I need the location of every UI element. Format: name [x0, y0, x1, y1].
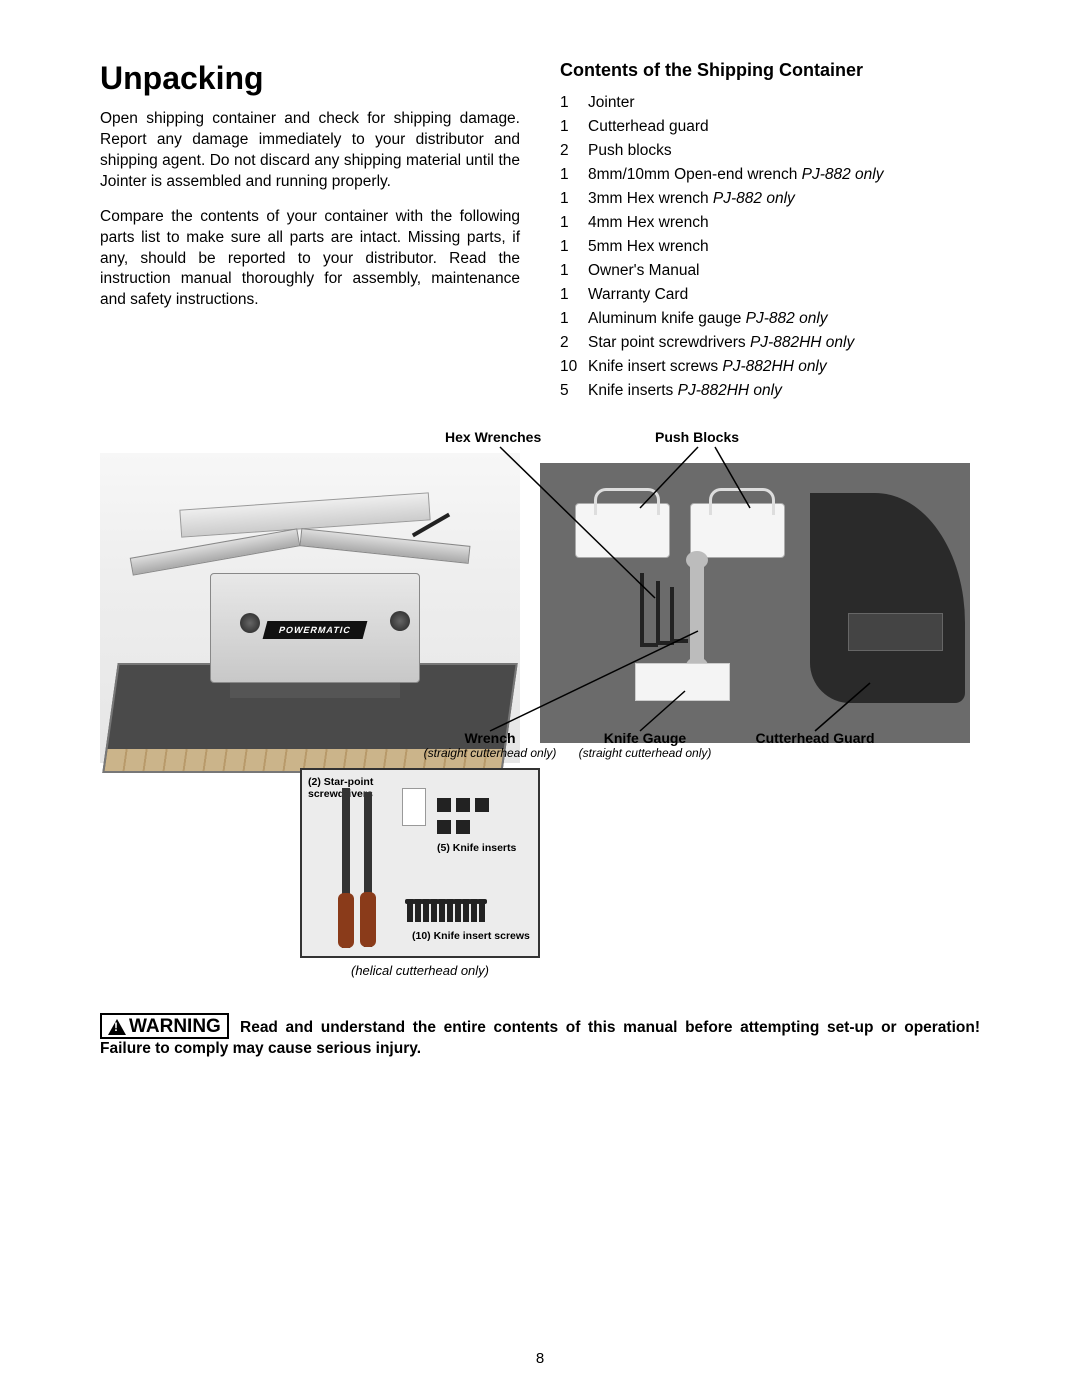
knife-insert-screws-icon: [407, 902, 517, 924]
label-push-blocks: Push Blocks: [655, 429, 739, 445]
hex-wrench-1-icon: [640, 573, 644, 643]
photo-helical: (2) Star-point screwdrivers (5) Knife in…: [300, 768, 540, 958]
parts-desc: 8mm/10mm Open-end wrench PJ-882 only: [588, 163, 884, 187]
parts-qty: 1: [560, 91, 588, 115]
parts-row: 18mm/10mm Open-end wrench PJ-882 only: [560, 163, 980, 187]
parts-desc: Warranty Card: [588, 283, 688, 307]
knife-gauge-icon: [635, 663, 730, 701]
parts-row: 5Knife inserts PJ-882HH only: [560, 379, 980, 403]
insert-box-icon: [402, 788, 426, 826]
parts-desc: Owner's Manual: [588, 259, 700, 283]
label-knife-gauge: Knife Gauge (straight cutterhead only): [570, 730, 720, 760]
parts-row: 10Knife insert screws PJ-882HH only: [560, 355, 980, 379]
open-end-wrench-icon: [690, 559, 704, 667]
parts-qty: 1: [560, 211, 588, 235]
page-title: Unpacking: [100, 60, 520, 97]
parts-desc: 3mm Hex wrench PJ-882 only: [588, 187, 795, 211]
parts-desc: Cutterhead guard: [588, 115, 709, 139]
screwdriver-2-icon: [364, 792, 372, 947]
parts-row: 2Push blocks: [560, 139, 980, 163]
intro-para-1: Open shipping container and check for sh…: [100, 109, 520, 193]
label-hex-wrenches: Hex Wrenches: [445, 429, 541, 445]
label-wrench: Wrench (straight cutterhead only): [420, 730, 560, 760]
parts-row: 1Warranty Card: [560, 283, 980, 307]
parts-qty: 1: [560, 235, 588, 259]
knife-insert-1: [437, 798, 451, 812]
contents-heading: Contents of the Shipping Container: [560, 60, 980, 81]
parts-desc: Jointer: [588, 91, 635, 115]
parts-list: 1Jointer1Cutterhead guard2Push blocks18m…: [560, 91, 980, 403]
parts-row: 1Cutterhead guard: [560, 115, 980, 139]
parts-row: 13mm Hex wrench PJ-882 only: [560, 187, 980, 211]
label-wrench-sub: (straight cutterhead only): [420, 746, 560, 760]
parts-qty: 1: [560, 115, 588, 139]
label-knife-gauge-text: Knife Gauge: [604, 730, 686, 746]
parts-qty: 1: [560, 307, 588, 331]
parts-qty: 2: [560, 331, 588, 355]
parts-desc: Push blocks: [588, 139, 672, 163]
parts-row: 1Aluminum knife gauge PJ-882 only: [560, 307, 980, 331]
parts-qty: 1: [560, 259, 588, 283]
hex-wrench-2-icon: [656, 581, 660, 641]
helical-label-screws: (10) Knife insert screws: [412, 930, 530, 942]
warning-badge-text: WARNING: [129, 1017, 221, 1036]
jointer-table-left: [130, 529, 301, 576]
warning-triangle-icon: [108, 1019, 126, 1035]
left-column: Unpacking Open shipping container and ch…: [100, 60, 520, 403]
push-block-1: [575, 503, 670, 558]
intro-para-2: Compare the contents of your container w…: [100, 207, 520, 312]
warning-badge: WARNING: [100, 1013, 229, 1039]
knife-insert-3: [475, 798, 489, 812]
push-block-2: [690, 503, 785, 558]
helical-caption: (helical cutterhead only): [300, 963, 540, 978]
parts-desc: Knife inserts PJ-882HH only: [588, 379, 782, 403]
guard-sticker: [848, 613, 943, 651]
label-wrench-text: Wrench: [464, 730, 515, 746]
parts-desc: Knife insert screws PJ-882HH only: [588, 355, 827, 379]
parts-note: PJ-882 only: [746, 310, 828, 327]
photo-accessories: [540, 463, 970, 743]
parts-desc: Aluminum knife gauge PJ-882 only: [588, 307, 828, 331]
label-knife-gauge-sub: (straight cutterhead only): [570, 746, 720, 760]
parts-row: 2Star point screwdrivers PJ-882HH only: [560, 331, 980, 355]
parts-qty: 2: [560, 139, 588, 163]
cutterhead-guard: [810, 493, 965, 703]
parts-qty: 10: [560, 355, 588, 379]
parts-qty: 1: [560, 187, 588, 211]
parts-qty: 1: [560, 283, 588, 307]
knife-insert-2: [456, 798, 470, 812]
parts-row: 14mm Hex wrench: [560, 211, 980, 235]
parts-qty: 5: [560, 379, 588, 403]
parts-note: PJ-882HH only: [722, 358, 826, 375]
parts-row: 15mm Hex wrench: [560, 235, 980, 259]
parts-desc: 5mm Hex wrench: [588, 235, 709, 259]
helical-label-inserts: (5) Knife inserts: [437, 842, 516, 854]
jointer-table-right: [300, 528, 471, 564]
parts-note: PJ-882HH only: [678, 382, 782, 399]
parts-row: 1Jointer: [560, 91, 980, 115]
label-cutterhead-guard: Cutterhead Guard: [735, 730, 895, 746]
figure-area: Hex Wrenches Push Blocks POWERMATIC Wren…: [100, 433, 980, 993]
knife-insert-4: [437, 820, 451, 834]
parts-qty: 1: [560, 163, 588, 187]
parts-note: PJ-882 only: [713, 190, 795, 207]
knife-insert-5: [456, 820, 470, 834]
parts-desc: 4mm Hex wrench: [588, 211, 709, 235]
warning-text: Read and understand the entire contents …: [100, 1018, 980, 1060]
photo-jointer: POWERMATIC: [100, 453, 520, 763]
screwdriver-1-icon: [342, 788, 350, 948]
parts-note: PJ-882 only: [802, 166, 884, 183]
jointer-logo: POWERMATIC: [263, 621, 368, 639]
right-column: Contents of the Shipping Container 1Join…: [560, 60, 980, 403]
page-number: 8: [0, 1350, 1080, 1367]
parts-row: 1Owner's Manual: [560, 259, 980, 283]
hex-wrench-3-icon: [670, 587, 674, 639]
parts-note: PJ-882HH only: [750, 334, 854, 351]
parts-desc: Star point screwdrivers PJ-882HH only: [588, 331, 854, 355]
